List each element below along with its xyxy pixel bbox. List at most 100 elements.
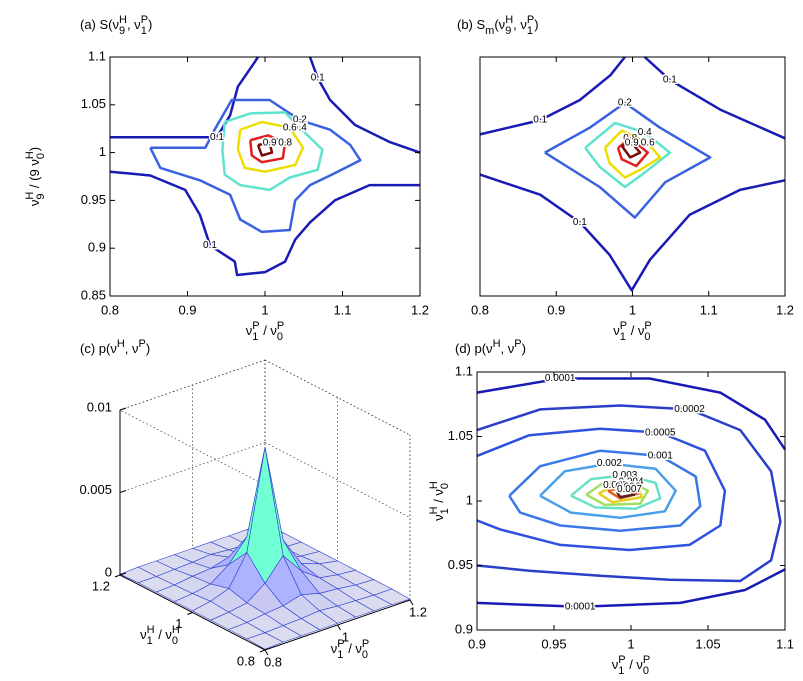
contour-label: 0.2: [618, 98, 632, 109]
x-tick-label: 1.2: [411, 302, 429, 317]
contour-line: [249, 134, 287, 164]
label: ν1H / ν0H: [428, 481, 451, 521]
label-part: ): [534, 17, 538, 32]
label: (b) Sm(ν9H, ν1P): [457, 14, 539, 37]
grid-line: [264, 442, 411, 518]
label-part: / ν: [345, 641, 362, 656]
label-part: (d) p(ν: [455, 341, 493, 356]
contour-line: [598, 484, 644, 504]
contour-line: [607, 485, 640, 500]
label-part: 0: [277, 331, 283, 343]
label-part: H: [428, 506, 440, 514]
label-part: P: [139, 338, 146, 350]
label-part: , ν: [125, 341, 139, 356]
x-tick-label: 1: [342, 629, 349, 644]
grid-line: [119, 442, 266, 493]
contour-line: [539, 462, 677, 520]
y-tick-label: 0.85: [81, 287, 106, 302]
contour-label: 0.6: [283, 122, 297, 133]
contour-line: [221, 111, 324, 192]
surface-face: [246, 632, 284, 650]
label-part: H: [147, 624, 155, 636]
label-part: H: [428, 481, 440, 489]
x-tick-label: 1: [261, 302, 268, 317]
contour-line: [479, 56, 626, 136]
label-part: 1: [141, 25, 147, 37]
x-tick-label: 1.2: [776, 302, 794, 317]
y-tick-label: 1.05: [81, 96, 106, 111]
x-tick-label: 1.2: [409, 604, 427, 619]
z-tick-label: 0.005: [79, 482, 112, 497]
label-part: / (9 ν: [27, 159, 42, 192]
x-tick-label: 1: [627, 636, 634, 651]
contour-label: 0.007: [617, 484, 642, 495]
label-part: ν: [27, 200, 42, 207]
contour-line: [476, 568, 786, 609]
label-part: 9: [35, 194, 47, 200]
label-part: ): [148, 17, 152, 32]
contour-label: 0.4: [293, 122, 307, 133]
contour-line: [544, 101, 712, 219]
y-tick-label: 1.1: [88, 48, 106, 63]
label-part: H: [172, 624, 180, 636]
contour-line: [109, 170, 420, 277]
y-tick-label: 1.2: [92, 578, 110, 593]
contour-label: 0.8: [278, 138, 292, 149]
contour-line: [476, 377, 787, 451]
plot-area: [480, 57, 785, 296]
contour-line: [643, 56, 786, 140]
y-tick-label: 0.8: [237, 653, 255, 668]
contour-line: [584, 121, 672, 189]
grid-line: [264, 359, 411, 436]
contour-label: 0.1: [203, 240, 217, 251]
y-tick-label: 1: [99, 144, 106, 159]
label: (a) S(ν9H, ν1P): [80, 14, 152, 37]
contour-label: 0.004: [618, 476, 643, 487]
z-tick-label: 0.01: [87, 399, 112, 414]
label-part: m: [485, 25, 494, 37]
label: (c) p(νH, νP): [80, 338, 150, 357]
contour-label: 0.8: [623, 133, 637, 144]
label-part: P: [618, 654, 625, 666]
x-tick-label: 0.8: [471, 302, 489, 317]
contour-line: [585, 480, 650, 507]
label: ν1P / ν0P: [613, 320, 652, 343]
label-part: ): [522, 341, 526, 356]
contour-line: [256, 141, 274, 157]
label-part: (c) p(ν: [80, 341, 117, 356]
label-part: 1: [252, 331, 258, 343]
y-tick-label: 1: [175, 616, 182, 631]
label: ν9H / (9 ν0H): [24, 147, 47, 206]
label-part: P: [527, 14, 534, 26]
contour-line: [476, 427, 727, 552]
contour-label: 0.0001: [545, 373, 576, 384]
label-part: 1: [337, 649, 343, 661]
label-part: 9: [119, 25, 125, 37]
label-part: ν: [612, 657, 619, 672]
contour-label: 0.001: [648, 450, 673, 461]
label-part: P: [337, 638, 344, 650]
label-part: P: [252, 320, 259, 332]
label-part: P: [277, 320, 284, 332]
label-part: H: [24, 192, 36, 200]
contour-label: 0.006: [615, 481, 640, 492]
x-tick-label: 1.05: [695, 636, 720, 651]
contour-label: 0.1: [311, 73, 325, 84]
x-tick-label: 0.8: [101, 302, 119, 317]
contour-label: 0.1: [533, 115, 547, 126]
label-part: P: [644, 320, 651, 332]
label: ν1P / ν0P: [612, 654, 651, 677]
label-part: 0: [35, 153, 47, 159]
label-part: H: [117, 338, 125, 350]
label-part: 1: [618, 665, 624, 677]
label-part: P: [643, 654, 650, 666]
contour-label: 0.005: [603, 480, 628, 491]
label-part: P: [141, 14, 148, 26]
label-part: (ν: [494, 17, 505, 32]
y-tick: [114, 574, 121, 578]
label-part: ν: [331, 641, 338, 656]
contour-label: 0.1: [663, 75, 677, 86]
label: ν1P / ν0P: [331, 638, 370, 661]
label-part: 1: [147, 635, 153, 647]
